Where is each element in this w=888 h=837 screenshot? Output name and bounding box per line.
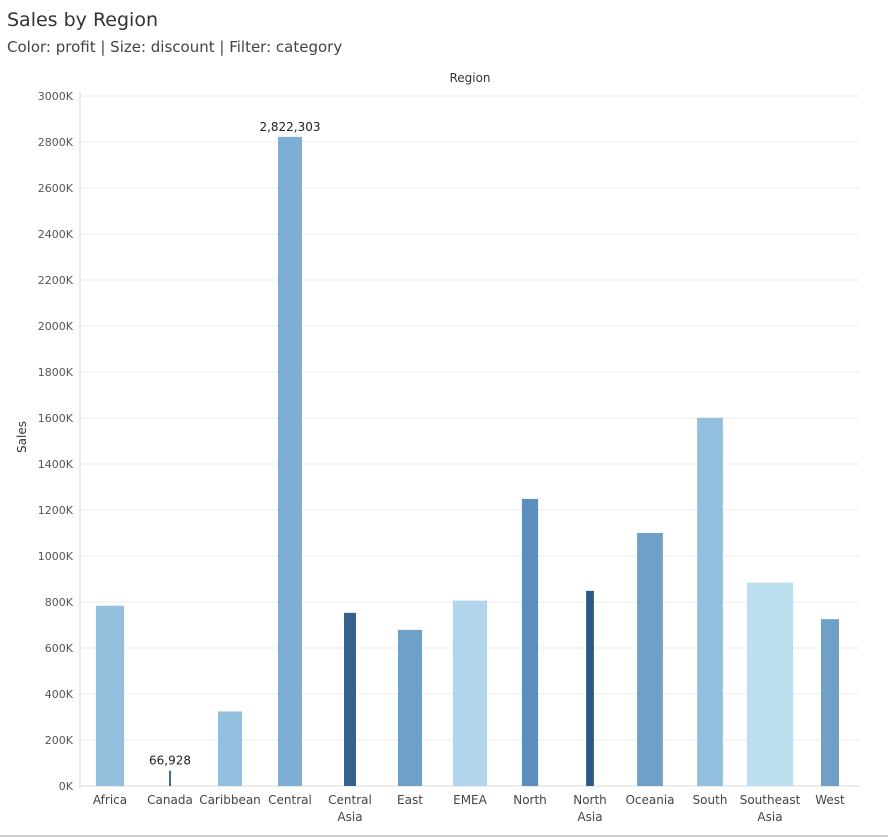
- x-tick-label: South: [693, 793, 728, 807]
- y-tick-label: 3000K: [38, 90, 74, 103]
- chart-title: Sales by Region: [7, 9, 158, 31]
- divider: [0, 835, 888, 837]
- bar-east[interactable]: [398, 629, 422, 786]
- x-tick-label: Central: [268, 793, 312, 807]
- y-tick-label: 2400K: [38, 228, 74, 241]
- bars: [95, 136, 839, 787]
- x-tick-label: EMEA: [453, 793, 488, 807]
- y-tick-label: 1800K: [38, 366, 74, 379]
- data-label: 2,822,303: [259, 120, 320, 134]
- bar-southeast-asia[interactable]: [746, 582, 794, 786]
- bar-central-asia[interactable]: [344, 612, 356, 786]
- x-tick-label: East: [397, 793, 423, 807]
- x-tick-label: North Asia: [573, 793, 607, 824]
- x-tick-label: Canada: [147, 793, 193, 807]
- y-tick-label: 600K: [45, 642, 74, 655]
- y-tick-label: 1400K: [38, 458, 74, 471]
- bar-south[interactable]: [697, 417, 723, 786]
- y-tick-label: 200K: [45, 734, 74, 747]
- bar-africa[interactable]: [95, 605, 125, 786]
- y-axis: 0K 200K 400K 600K 800K 1000K 1200K 1400K 1600K 18…: [38, 90, 860, 793]
- y-tick-label: 0K: [59, 780, 74, 793]
- x-tick-label: West: [815, 793, 845, 807]
- y-tick-label: 1200K: [38, 504, 74, 517]
- bar-west[interactable]: [821, 619, 839, 786]
- data-labels: 2,822,303 66,928: [149, 120, 321, 768]
- bar-caribbean[interactable]: [218, 711, 242, 786]
- x-tick-label: North: [513, 793, 547, 807]
- bar-emea[interactable]: [452, 600, 488, 786]
- y-axis-title: Sales: [15, 421, 29, 453]
- x-axis: Africa Canada Caribbean Central Central Asia E…: [93, 793, 845, 824]
- y-tick-label: 2000K: [38, 320, 74, 333]
- x-tick-label: Southeast Asia: [740, 793, 801, 824]
- x-tick-label: Central Asia: [328, 793, 372, 824]
- x-axis-title: Region: [449, 71, 490, 85]
- gridlines: [80, 95, 860, 787]
- x-tick-label: Caribbean: [199, 793, 261, 807]
- x-tick-label: Africa: [93, 793, 127, 807]
- chart-subtitle: Color: profit | Size: discount | Filter:…: [7, 38, 343, 56]
- y-tick-label: 1600K: [38, 412, 74, 425]
- y-tick-label: 400K: [45, 688, 74, 701]
- data-label: 66,928: [149, 754, 191, 768]
- bar-central[interactable]: [278, 136, 302, 787]
- bar-canada[interactable]: [169, 770, 171, 786]
- y-tick-label: 800K: [45, 596, 74, 609]
- y-tick-label: 2200K: [38, 274, 74, 287]
- y-tick-label: 1000K: [38, 550, 74, 563]
- y-tick-label: 2600K: [38, 182, 74, 195]
- bar-oceania[interactable]: [637, 532, 663, 786]
- bar-north-asia[interactable]: [586, 590, 594, 786]
- y-tick-label: 2800K: [38, 136, 74, 149]
- x-tick-label: Oceania: [625, 793, 674, 807]
- bar-north[interactable]: [521, 498, 539, 786]
